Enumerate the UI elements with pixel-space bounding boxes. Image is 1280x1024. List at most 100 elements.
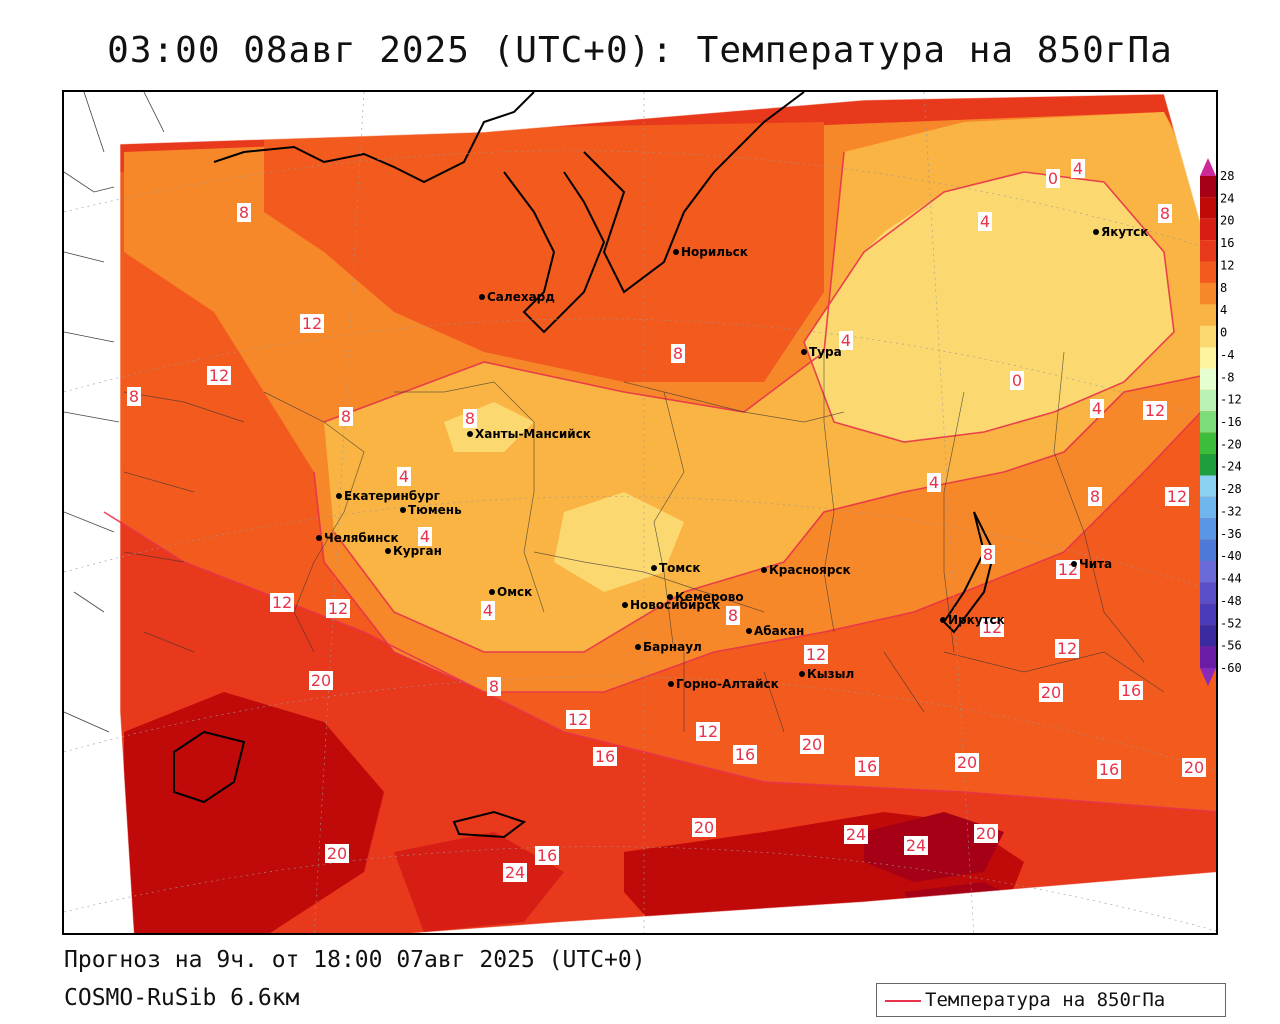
city-marker[interactable]: Омск (489, 585, 532, 599)
isotherm-label: 20 (974, 824, 998, 843)
city-marker[interactable]: Екатеринбург (336, 489, 440, 503)
isotherm-label: 16 (855, 757, 879, 776)
colorbar-tick-label: 8 (1220, 281, 1227, 295)
svg-text:12: 12 (1145, 401, 1165, 420)
colorbar-cell (1200, 561, 1216, 583)
isotherm-label: 0 (1010, 371, 1024, 390)
colorbar-tick-label: -36 (1220, 527, 1242, 541)
colorbar-cell (1200, 304, 1216, 326)
isotherm-label: 12 (1143, 401, 1167, 420)
city-dot (635, 644, 641, 650)
svg-text:8: 8 (465, 409, 475, 428)
svg-text:4: 4 (980, 212, 990, 231)
isotherm-label: 24 (904, 836, 928, 855)
city-marker[interactable]: Челябинск (316, 531, 399, 545)
colorbar-tick-label: -40 (1220, 549, 1242, 563)
colorbar: 28 24 20 16 12 8 4 0 -4 -8 -12 -16 -20 -24 -28 -32 -36 -4… (1200, 158, 1242, 686)
svg-text:8: 8 (1090, 487, 1100, 506)
isotherm-label: 12 (326, 599, 350, 618)
city-marker[interactable]: Курган (385, 544, 442, 558)
city-marker[interactable]: Салехард (479, 290, 555, 304)
isotherm-label: 8 (726, 606, 740, 625)
isotherm-label: 12 (300, 314, 324, 333)
svg-text:8: 8 (489, 677, 499, 696)
isotherm-label: 20 (955, 753, 979, 772)
city-dot (316, 535, 322, 541)
city-label: Тюмень (408, 503, 462, 517)
city-label: Ханты-Мансийск (475, 427, 591, 441)
city-label: Горно-Алтайск (676, 677, 779, 691)
city-marker[interactable]: Ханты-Мансийск (467, 427, 591, 441)
city-marker[interactable]: Иркутск (940, 613, 1005, 627)
city-marker[interactable]: Барнаул (635, 640, 702, 654)
city-marker[interactable]: Новосибирск (622, 598, 720, 612)
city-label: Екатеринбург (344, 489, 440, 503)
city-marker[interactable]: Тюмень (400, 503, 462, 517)
map-area[interactable]: 8 12 12 8 8 8 4 4 4 8 4 0 4 8 0 4 12 4 8 12 4 12 12 12 8 12 8 12 12 1… (62, 90, 1218, 935)
isotherm-label: 4 (481, 601, 495, 620)
city-marker[interactable]: Красноярск (761, 563, 851, 577)
colorbar-cell (1200, 368, 1216, 390)
city-dot (761, 567, 767, 573)
model-info: COSMO-RuSib 6.6км (64, 985, 300, 1011)
svg-text:4: 4 (483, 601, 493, 620)
svg-text:20: 20 (1041, 683, 1061, 702)
city-label: Кызыл (807, 667, 854, 681)
colorbar-tick-label: -24 (1220, 460, 1242, 474)
forecast-info: Прогноз на 9ч. от 18:00 07авг 2025 (UTC+… (64, 947, 646, 973)
colorbar-cell (1200, 646, 1216, 668)
city-dot (673, 249, 679, 255)
colorbar-cell (1200, 475, 1216, 497)
city-marker[interactable]: Якутск (1093, 225, 1148, 239)
isotherm-label: 20 (325, 844, 349, 863)
svg-text:20: 20 (327, 844, 347, 863)
isotherm-label: 4 (1071, 159, 1085, 178)
isotherm-label: 12 (1165, 487, 1189, 506)
isotherm-label: 4 (397, 467, 411, 486)
isotherm-label: 12 (1055, 639, 1079, 658)
city-dot (651, 565, 657, 571)
colorbar-tick-label: -56 (1220, 639, 1242, 653)
city-marker[interactable]: Кызыл (799, 667, 854, 681)
isotherm-label: 4 (839, 331, 853, 350)
isotherm-label: 8 (981, 545, 995, 564)
svg-text:16: 16 (857, 757, 877, 776)
city-label: Чита (1079, 557, 1112, 571)
colorbar-tick-label: -20 (1220, 437, 1242, 451)
svg-text:12: 12 (272, 593, 292, 612)
city-label: Норильск (681, 245, 748, 259)
svg-text:4: 4 (841, 331, 851, 350)
isotherm-label: 20 (309, 671, 333, 690)
colorbar-cell (1200, 603, 1216, 626)
svg-text:24: 24 (846, 825, 866, 844)
city-marker[interactable]: Горно-Алтайск (668, 677, 779, 691)
isotherm-label: 12 (804, 645, 828, 664)
city-marker[interactable]: Норильск (673, 245, 748, 259)
svg-text:16: 16 (1121, 681, 1141, 700)
isotherm-label: 16 (1097, 760, 1121, 779)
svg-text:4: 4 (1092, 399, 1102, 418)
map-legend: Температура на 850гПа (876, 983, 1226, 1017)
svg-text:8: 8 (129, 387, 139, 406)
svg-text:20: 20 (802, 735, 822, 754)
svg-text:0: 0 (1012, 371, 1022, 390)
colorbar-cell (1200, 240, 1216, 262)
isotherm-label: 24 (844, 825, 868, 844)
svg-text:12: 12 (1057, 639, 1077, 658)
city-marker[interactable]: Абакан (746, 624, 804, 638)
colorbar-cell (1200, 625, 1216, 647)
city-marker[interactable]: Кемерово (667, 590, 744, 604)
legend-label: Температура на 850гПа (925, 989, 1166, 1011)
colorbar-cell (1200, 347, 1216, 369)
colorbar-tick-label: -52 (1220, 616, 1242, 630)
isotherm-label: 4 (927, 473, 941, 492)
isotherm-label: 8 (339, 407, 353, 426)
city-marker[interactable]: Тура (801, 345, 842, 359)
colorbar-cell (1200, 389, 1216, 412)
svg-text:20: 20 (976, 824, 996, 843)
city-marker[interactable]: Томск (651, 561, 701, 575)
svg-text:20: 20 (694, 818, 714, 837)
city-marker[interactable]: Чита (1071, 557, 1112, 571)
colorbar-cell (1200, 282, 1216, 305)
svg-text:12: 12 (209, 366, 229, 385)
